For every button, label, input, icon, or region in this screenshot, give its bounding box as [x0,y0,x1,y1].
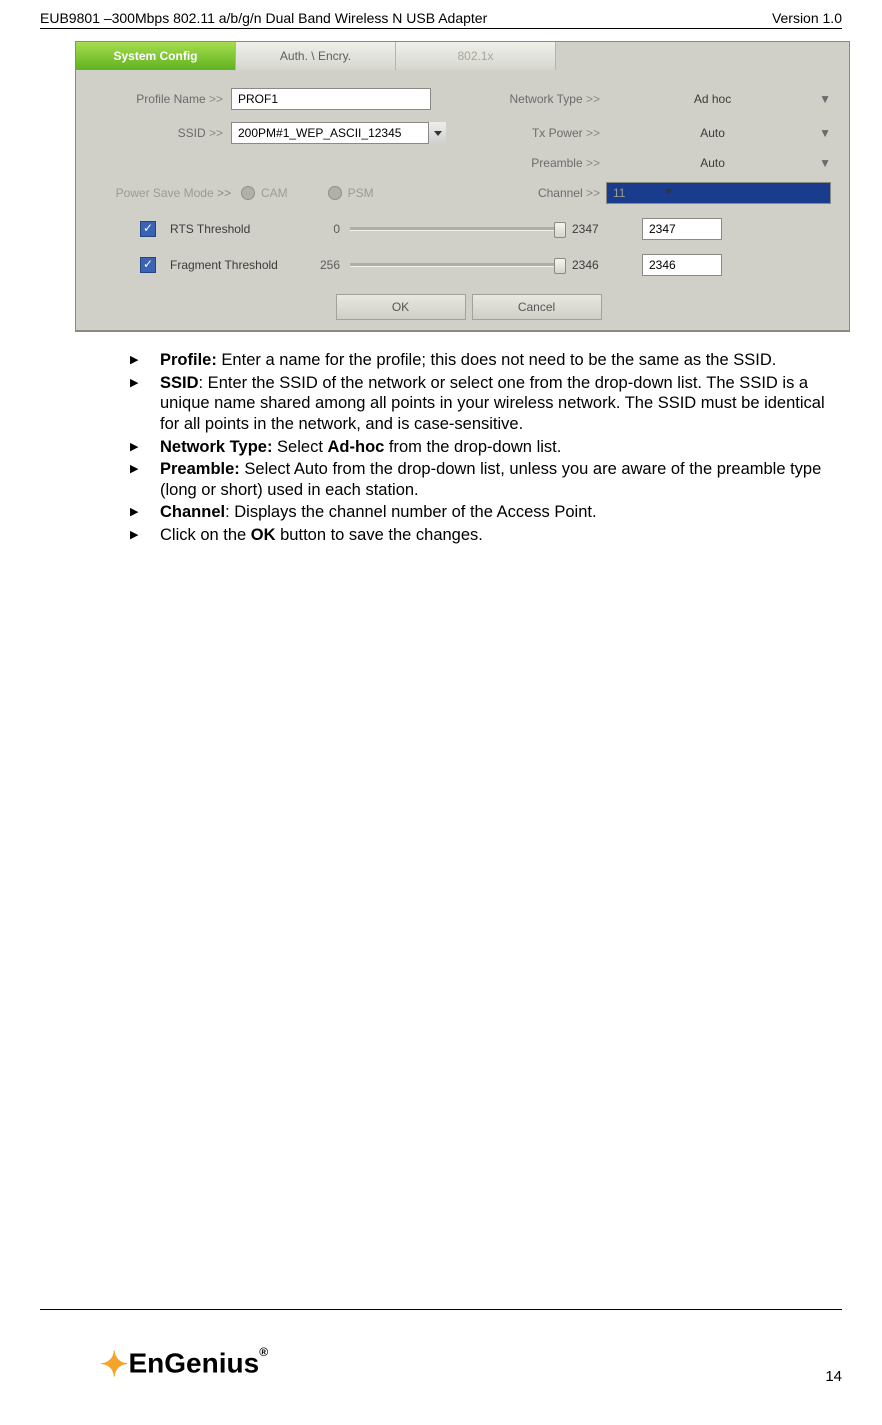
bullet-preamble-text: Select Auto from the drop-down list, unl… [160,460,821,499]
config-window: System Config Auth. \ Encry. 802.1x Prof… [75,41,850,332]
preamble-dropdown-icon[interactable]: ▼ [819,156,831,170]
txpower-value[interactable]: Auto [606,126,819,140]
rts-slider[interactable] [350,227,560,231]
frag-slider[interactable] [350,263,560,267]
bullet-ok-post: button to save the changes. [276,526,483,544]
ssid-input[interactable] [231,122,446,144]
bullet-ok-bold: OK [251,526,276,544]
logo: ✦EnGenius® [100,1345,268,1385]
cancel-button[interactable]: Cancel [472,294,602,320]
psm-cam-text: CAM [261,186,288,200]
frag-max: 2346 [566,258,612,272]
network-type-label: Network Type [476,92,606,106]
channel-select[interactable]: 11 [606,182,831,204]
tab-auth-encry[interactable]: Auth. \ Encry. [236,42,396,70]
bullet-ssid-text: : Enter the SSID of the network or selec… [160,374,825,433]
ok-button[interactable]: OK [336,294,466,320]
frag-input[interactable] [642,254,722,276]
footer-rule [40,1309,842,1310]
frag-checkbox[interactable] [140,257,156,273]
frag-min: 256 [310,258,350,272]
channel-label: Channel [476,186,606,200]
network-type-dropdown-icon[interactable]: ▼ [819,92,831,106]
bullet-nettype-bold2: Ad-hoc [328,438,385,456]
profile-name-label: Profile Name [106,92,231,106]
rts-max: 2347 [566,222,612,236]
tab-8021x: 802.1x [396,42,556,70]
channel-drop-icon[interactable] [665,183,673,203]
bullet-ssid-bold: SSID [160,374,199,392]
bullet-profile: Profile: Enter a name for the profile; t… [120,350,842,371]
profile-name-input[interactable] [231,88,431,110]
psm-label: Power Save Mode [106,186,241,200]
tab-system-config[interactable]: System Config [76,42,236,70]
ssid-combo[interactable] [231,122,446,144]
rts-label: RTS Threshold [170,222,310,236]
preamble-label: Preamble [476,156,606,170]
logo-text: EnGenius [129,1347,260,1378]
bullet-nettype-pre: Select [272,438,327,456]
instruction-list: Profile: Enter a name for the profile; t… [120,350,842,546]
bullet-nettype-post: from the drop-down list. [384,438,561,456]
rts-min: 0 [310,222,350,236]
bullet-preamble: Preamble: Select Auto from the drop-down… [120,459,842,500]
logo-registered-icon: ® [259,1345,268,1359]
bullet-profile-bold: Profile: [160,351,217,369]
bullet-ok: Click on the OK button to save the chang… [120,525,842,546]
window-body: Profile Name Network Type Ad hoc ▼ SSID … [76,70,849,330]
tab-row: System Config Auth. \ Encry. 802.1x [76,42,849,70]
rts-input[interactable] [642,218,722,240]
ssid-label: SSID [106,126,231,140]
bullet-channel: Channel: Displays the channel number of … [120,502,842,523]
txpower-label: Tx Power [476,126,606,140]
bullet-nettype: Network Type: Select Ad-hoc from the dro… [120,437,842,458]
header-right: Version 1.0 [772,10,842,26]
bullet-nettype-bold: Network Type: [160,438,272,456]
logo-swirl-icon: ✦ [100,1346,129,1384]
txpower-dropdown-icon[interactable]: ▼ [819,126,831,140]
network-type-value[interactable]: Ad hoc [606,92,819,106]
preamble-value[interactable]: Auto [606,156,819,170]
channel-value: 11 [613,186,625,200]
frag-label: Fragment Threshold [170,258,310,272]
frag-slider-thumb[interactable] [554,258,566,274]
bullet-channel-text: : Displays the channel number of the Acc… [225,503,596,521]
bullet-profile-text: Enter a name for the profile; this does … [217,351,777,369]
header-rule [40,28,842,29]
psm-psm-radio [328,186,342,200]
bullet-ok-pre: Click on the [160,526,251,544]
page-number: 14 [825,1368,842,1385]
bullet-channel-bold: Channel [160,503,225,521]
bullet-preamble-bold: Preamble: [160,460,240,478]
page-header: EUB9801 –300Mbps 802.11 a/b/g/n Dual Ban… [0,0,882,28]
header-left: EUB9801 –300Mbps 802.11 a/b/g/n Dual Ban… [40,10,487,26]
ssid-drop-icon[interactable] [428,122,446,144]
bullet-ssid: SSID: Enter the SSID of the network or s… [120,373,842,435]
psm-psm-text: PSM [348,186,374,200]
psm-cam-radio [241,186,255,200]
rts-slider-thumb[interactable] [554,222,566,238]
rts-checkbox[interactable] [140,221,156,237]
